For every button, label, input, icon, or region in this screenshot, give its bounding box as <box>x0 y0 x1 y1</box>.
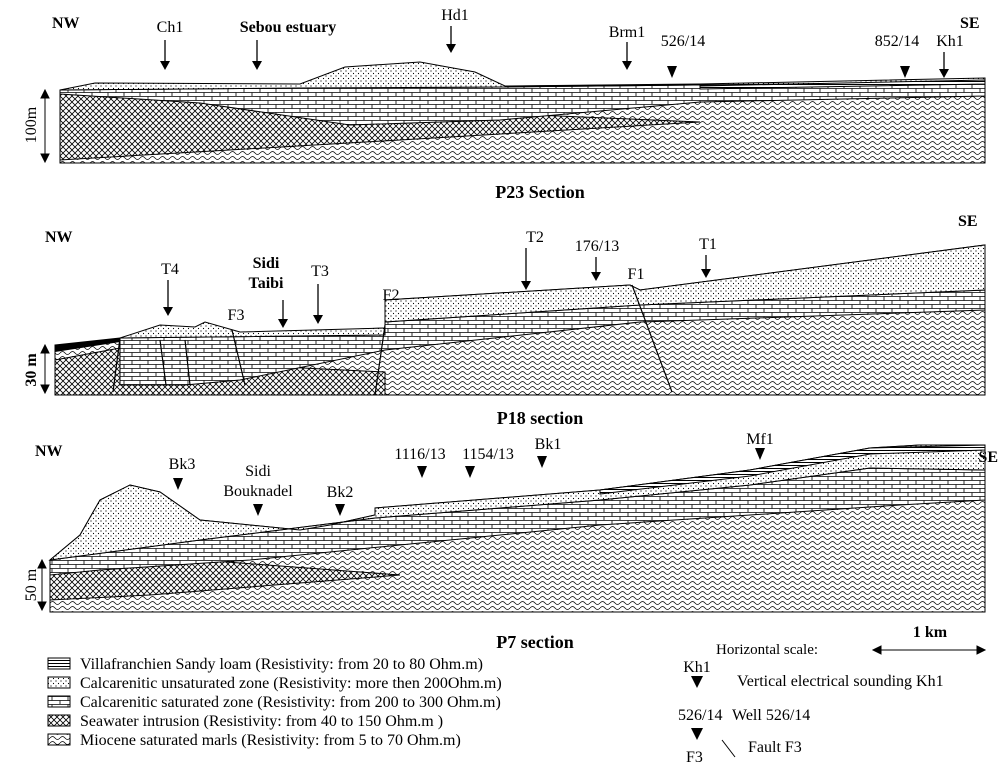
section-p18: NW SE T4 T3 T2 176/13 T1 Sidi Taibi F3 F… <box>23 213 986 428</box>
vertical-scale-bar <box>37 558 47 612</box>
marker: 852/14 <box>875 33 919 50</box>
unsaturated <box>59 61 986 91</box>
arrow-head <box>313 315 323 324</box>
legend-label: Fault F3 <box>748 739 802 756</box>
loam <box>699 79 986 90</box>
well-icon <box>691 728 703 740</box>
marker: T4 <box>161 261 179 278</box>
marker: 1154/13 <box>462 446 514 463</box>
place: Bouknadel <box>223 483 293 500</box>
marker: T2 <box>526 229 544 246</box>
fault: F1 <box>628 266 645 283</box>
place: Sidi <box>245 463 271 480</box>
place: Taibi <box>249 275 285 292</box>
marker: T3 <box>311 263 329 280</box>
vertical-scale-bar <box>40 343 50 395</box>
legend-label: Well 526/14 <box>732 707 810 724</box>
section-p7: NW SE Bk3 Bk2 1116/13 1154/13 Bk1 Mf1 Si… <box>23 431 998 652</box>
fault: F2 <box>383 287 400 304</box>
marker: 176/13 <box>575 238 619 255</box>
vertical-scale-bar <box>40 88 50 164</box>
arrow-head <box>446 44 456 53</box>
swatch <box>47 657 71 670</box>
place: Sidi <box>253 255 280 272</box>
symbol: 526/14 <box>678 707 722 724</box>
legend: Villafranchien Sandy loam (Resistivity: … <box>47 624 987 766</box>
marker: Kh1 <box>936 33 964 50</box>
arrow-head <box>253 504 263 516</box>
legend-label: Miocene saturated marls (Resistivity: fr… <box>80 732 461 749</box>
arrow-head <box>163 307 173 316</box>
marker: Brm1 <box>609 24 645 41</box>
unsaturated <box>119 244 986 339</box>
symbol: F3 <box>686 749 703 766</box>
section-title: P7 section <box>496 632 573 652</box>
arrow-head <box>591 272 601 281</box>
marker: 1116/13 <box>394 446 445 463</box>
legend-label: Villafranchien Sandy loam (Resistivity: … <box>80 656 483 673</box>
arrow-head <box>417 466 427 478</box>
section-p23: NW SE Ch1 Sebou estuary Hd1 Brm1 526/14 … <box>23 7 986 202</box>
arrow-head <box>755 448 765 460</box>
fault-lines <box>112 284 673 396</box>
vertical-scale: 100m <box>23 106 40 143</box>
loam <box>599 444 986 495</box>
arrow-head <box>900 66 910 78</box>
arrow-head <box>521 281 531 290</box>
marker: 526/14 <box>661 33 705 50</box>
arrow-head <box>173 478 183 490</box>
swatch <box>47 695 71 708</box>
legend-label: Seawater intrusion (Resistivity: from 40… <box>80 713 443 730</box>
marker: Bk1 <box>535 436 562 453</box>
arrow-head <box>667 66 677 78</box>
nw: NW <box>52 15 80 32</box>
vertical-scale: 50 m <box>23 568 40 601</box>
arrow-head <box>278 319 288 328</box>
arrow-head <box>335 504 345 516</box>
arrow-head <box>622 61 632 70</box>
scale-label: Horizontal scale: <box>716 642 818 658</box>
legend-label: Calcarenitic unsaturated zone (Resistivi… <box>80 675 502 692</box>
fault-icon <box>721 739 736 758</box>
nw: NW <box>45 229 73 246</box>
marker: Bk2 <box>327 484 354 501</box>
se: SE <box>978 449 998 466</box>
vertical-scale: 30 m <box>23 353 40 387</box>
fault: F3 <box>228 307 245 324</box>
loam <box>55 338 120 352</box>
arrow-head <box>701 269 711 278</box>
swatch <box>47 714 71 727</box>
section-title: P23 Section <box>495 182 585 202</box>
legend-label: Vertical electrical sounding Kh1 <box>737 673 944 690</box>
marker: Mf1 <box>746 431 774 448</box>
marker: Sebou estuary <box>240 19 336 36</box>
marker: Hd1 <box>441 7 469 24</box>
arrow-head <box>160 61 170 70</box>
arrow-head <box>537 456 547 468</box>
symbol: Kh1 <box>683 659 711 676</box>
sounding-icon <box>691 676 703 688</box>
scale-arrow <box>871 645 987 655</box>
section-title: P18 section <box>497 408 583 428</box>
swatch <box>47 733 71 746</box>
arrow-head <box>939 69 949 78</box>
se: SE <box>958 213 978 230</box>
arrow-head <box>465 466 475 478</box>
scale-length: 1 km <box>913 624 948 641</box>
swatch <box>47 676 71 689</box>
arrow-head <box>252 61 262 70</box>
marker: T1 <box>699 236 717 253</box>
nw: NW <box>35 443 63 460</box>
legend-label: Calcarenitic saturated zone (Resistivity… <box>80 694 501 711</box>
se: SE <box>960 15 980 32</box>
marker: Bk3 <box>169 456 196 473</box>
marker: Ch1 <box>157 19 184 36</box>
